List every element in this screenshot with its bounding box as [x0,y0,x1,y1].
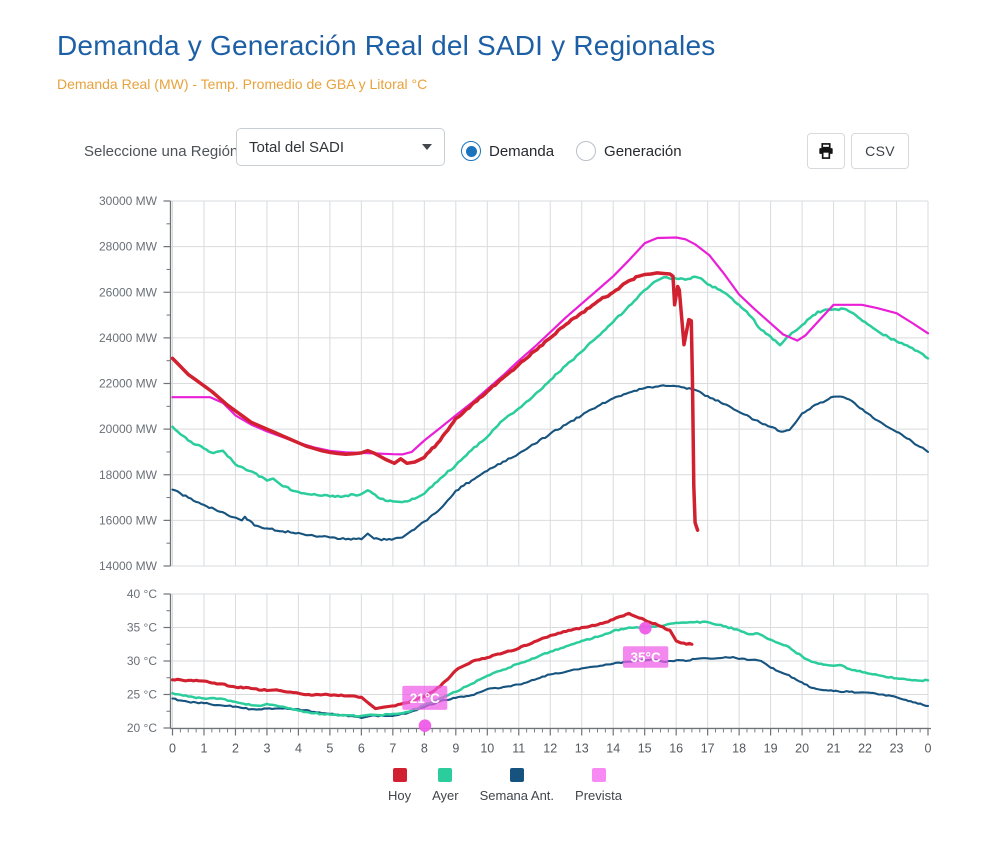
svg-text:35°C: 35°C [631,650,661,665]
svg-text:30 °C: 30 °C [127,654,157,668]
svg-text:2: 2 [232,742,239,756]
svg-text:6: 6 [358,742,365,756]
region-select[interactable]: Total del SADI [236,128,445,166]
svg-text:20 °C: 20 °C [127,721,157,735]
region-select-value: Total del SADI [249,138,345,156]
svg-text:19: 19 [764,742,778,756]
svg-text:0: 0 [169,742,176,756]
svg-text:14: 14 [606,742,620,756]
radio-generacion[interactable] [576,141,597,161]
page-subtitle: Demanda Real (MW) - Temp. Promedio de GB… [57,76,428,92]
legend-swatch-ayer [438,768,453,782]
svg-text:40 °C: 40 °C [127,587,157,601]
svg-text:5: 5 [326,742,333,756]
chevron-down-icon [422,144,432,150]
legend-label-prevista: Prevista [575,788,623,803]
svg-text:23: 23 [890,742,904,756]
svg-text:12: 12 [543,742,557,756]
svg-text:16000 MW: 16000 MW [99,513,158,527]
svg-text:22000 MW: 22000 MW [99,377,158,391]
svg-text:7: 7 [389,742,396,756]
svg-text:24000 MW: 24000 MW [99,331,158,345]
svg-text:20: 20 [795,742,809,756]
svg-text:30000 MW: 30000 MW [99,194,158,208]
svg-text:8: 8 [421,742,428,756]
legend-item-semana-ant[interactable]: Semana Ant. [477,768,557,803]
csv-export-button[interactable]: CSV [851,133,909,169]
print-button[interactable] [807,133,845,169]
legend-swatch-semana-ant [509,768,524,782]
series-mode-radio-group: Demanda Generación [461,141,704,161]
legend-item-hoy[interactable]: Hoy [385,768,414,803]
svg-text:28000 MW: 28000 MW [99,240,158,254]
radio-demanda-label: Demanda [489,142,555,160]
svg-text:0: 0 [925,742,932,756]
legend-item-ayer[interactable]: Ayer [429,768,462,803]
region-select-label: Seleccione una Región [84,143,239,160]
legend-label-semana-ant: Semana Ant. [479,788,555,803]
svg-text:21: 21 [827,742,841,756]
svg-text:10: 10 [480,742,494,756]
legend-swatch-hoy [392,768,407,782]
svg-text:3: 3 [263,742,270,756]
radio-demanda-dot [465,145,477,157]
svg-text:26000 MW: 26000 MW [99,285,158,299]
svg-text:22: 22 [858,742,872,756]
svg-text:20000 MW: 20000 MW [99,422,158,436]
legend-label-hoy: Hoy [387,788,412,803]
svg-text:9: 9 [452,742,459,756]
svg-text:13: 13 [575,742,589,756]
svg-text:18000 MW: 18000 MW [99,468,158,482]
legend-label-ayer: Ayer [432,788,459,803]
svg-text:17: 17 [701,742,715,756]
svg-text:11: 11 [512,742,525,756]
svg-text:21°C: 21°C [410,691,440,706]
svg-text:16: 16 [669,742,683,756]
svg-text:1: 1 [201,742,208,756]
page-title: Demanda y Generación Real del SADI y Reg… [57,30,716,61]
printer-icon [819,143,833,159]
svg-text:14000 MW: 14000 MW [99,559,158,573]
svg-text:15: 15 [638,742,652,756]
svg-text:25 °C: 25 °C [127,688,157,702]
legend-item-prevista[interactable]: Prevista [572,768,625,803]
radio-generacion-label: Generación [604,142,682,160]
svg-text:4: 4 [295,742,302,756]
radio-demanda[interactable] [461,141,481,161]
svg-text:35 °C: 35 °C [127,621,157,635]
svg-text:18: 18 [732,742,746,756]
legend-swatch-prevista [591,768,606,782]
chart-legend: Hoy Ayer Semana Ant. Prevista [172,768,838,803]
